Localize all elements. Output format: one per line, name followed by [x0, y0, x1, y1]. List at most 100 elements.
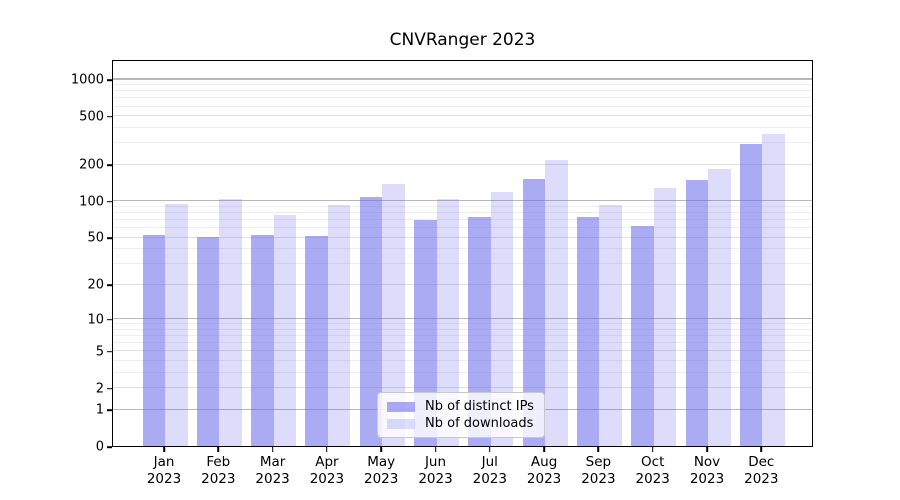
x-tick-mark-mar — [271, 447, 274, 452]
gridline-30 — [113, 263, 812, 265]
gridline-400 — [113, 127, 812, 129]
gridline-3 — [113, 371, 812, 373]
gridline-40 — [113, 248, 812, 250]
y-tick-mark-5 — [107, 351, 112, 353]
x-tick-label-apr: Apr 2023 — [309, 454, 345, 487]
bar-distinct-ips-may — [359, 197, 383, 446]
y-tick-mark-10 — [107, 318, 112, 321]
gridline-8 — [113, 328, 812, 330]
bar-distinct-ips-sep — [576, 216, 600, 446]
x-tick-label-may: May 2023 — [364, 454, 399, 487]
x-tick-mark-oct — [651, 447, 654, 452]
gridline-800 — [113, 90, 812, 92]
bar-downloads-mar — [273, 214, 297, 446]
y-tick-label-200: 200 — [79, 157, 104, 173]
bar-downloads-may — [382, 183, 405, 446]
x-tick-mark-sep — [597, 447, 600, 452]
x-tick-label-jan: Jan 2023 — [146, 454, 182, 487]
x-tick-mark-aug — [543, 447, 545, 452]
gridline-90 — [113, 205, 812, 207]
bar-distinct-ips-dec — [739, 143, 763, 446]
y-tick-mark-20 — [107, 284, 112, 287]
gridline-5 — [113, 350, 812, 352]
bar-distinct-ips-apr — [305, 236, 328, 446]
y-tick-label-1: 1 — [95, 402, 104, 418]
x-tick-mark-dec — [760, 447, 763, 452]
bar-distinct-ips-jun — [414, 220, 437, 446]
bar-downloads-jun — [436, 199, 459, 446]
x-tick-label-oct: Oct 2023 — [635, 454, 670, 487]
bar-downloads-oct — [653, 188, 677, 446]
y-tick-label-1000: 1000 — [70, 72, 104, 88]
y-tick-label-0: 0 — [95, 439, 104, 455]
gridline-7 — [113, 335, 812, 337]
bar-downloads-nov — [708, 169, 731, 446]
x-tick-label-nov: Nov 2023 — [689, 454, 725, 487]
legend-item-downloads: Nb of downloads — [387, 415, 535, 432]
y-tick-mark-1000 — [107, 79, 112, 81]
x-tick-label-jul: Jul 2023 — [472, 454, 507, 487]
gridline-2 — [113, 387, 812, 389]
x-tick-mark-jun — [434, 447, 437, 452]
gridline-20 — [113, 283, 812, 285]
x-tick-mark-apr — [326, 447, 328, 452]
bar-distinct-ips-jul — [468, 216, 491, 446]
gridline-80 — [113, 212, 812, 214]
x-tick-label-aug: Aug 2023 — [526, 454, 562, 487]
y-tick-label-20: 20 — [87, 277, 104, 293]
x-tick-mark-feb — [217, 447, 220, 452]
y-tick-mark-1 — [107, 409, 112, 411]
y-tick-mark-0 — [107, 446, 112, 448]
x-tick-label-feb: Feb 2023 — [201, 454, 236, 487]
bar-downloads-dec — [762, 134, 785, 446]
gridline-6 — [113, 342, 812, 344]
gridline-70 — [113, 219, 812, 221]
bar-distinct-ips-jan — [142, 235, 165, 446]
bar-distinct-ips-feb — [196, 237, 220, 446]
bar-distinct-ips-oct — [631, 225, 654, 446]
x-tick-mark-jul — [489, 447, 491, 452]
y-tick-label-50: 50 — [87, 230, 104, 246]
bar-downloads-sep — [599, 205, 622, 446]
chart-title: CNVRanger 2023 — [389, 30, 536, 50]
y-tick-label-5: 5 — [95, 344, 104, 360]
y-tick-mark-100 — [107, 201, 112, 203]
bar-downloads-jan — [165, 204, 188, 446]
bar-downloads-feb — [219, 198, 242, 446]
x-tick-label-mar: Mar 2023 — [255, 454, 290, 487]
gridline-9 — [113, 323, 812, 325]
gridline-500 — [113, 115, 812, 117]
plot-area: Nb of distinct IPs Nb of downloads — [112, 60, 813, 447]
gridline-300 — [113, 142, 812, 144]
gridline-100 — [113, 200, 812, 202]
x-tick-label-jun: Jun 2023 — [418, 454, 453, 487]
y-tick-mark-200 — [107, 164, 112, 167]
bar-distinct-ips-nov — [685, 179, 708, 446]
gridline-200 — [113, 163, 812, 165]
y-tick-mark-500 — [107, 115, 112, 118]
y-tick-mark-2 — [107, 387, 112, 390]
x-tick-label-sep: Sep 2023 — [581, 454, 616, 487]
legend-item-distinct-ips: Nb of distinct IPs — [387, 398, 535, 415]
bar-distinct-ips-mar — [251, 235, 274, 446]
gridline-1000 — [113, 78, 812, 80]
x-tick-mark-jan — [163, 447, 165, 452]
bar-downloads-jul — [490, 191, 514, 446]
x-tick-label-dec: Dec 2023 — [744, 454, 779, 487]
gridline-60 — [113, 227, 812, 229]
bar-downloads-apr — [327, 205, 351, 446]
y-tick-label-100: 100 — [79, 194, 104, 210]
legend-label-downloads: Nb of downloads — [425, 416, 534, 431]
y-tick-label-10: 10 — [87, 312, 104, 328]
gridline-900 — [113, 84, 812, 86]
legend: Nb of distinct IPs Nb of downloads — [377, 392, 545, 438]
gridline-50 — [113, 236, 812, 238]
gridline-10 — [113, 317, 812, 320]
bar-distinct-ips-aug — [522, 179, 546, 446]
y-tick-label-500: 500 — [79, 109, 104, 125]
y-tick-label-2: 2 — [95, 381, 104, 397]
bar-downloads-aug — [545, 159, 568, 446]
legend-swatch-distinct-ips — [387, 401, 415, 412]
legend-label-distinct-ips: Nb of distinct IPs — [425, 399, 534, 414]
